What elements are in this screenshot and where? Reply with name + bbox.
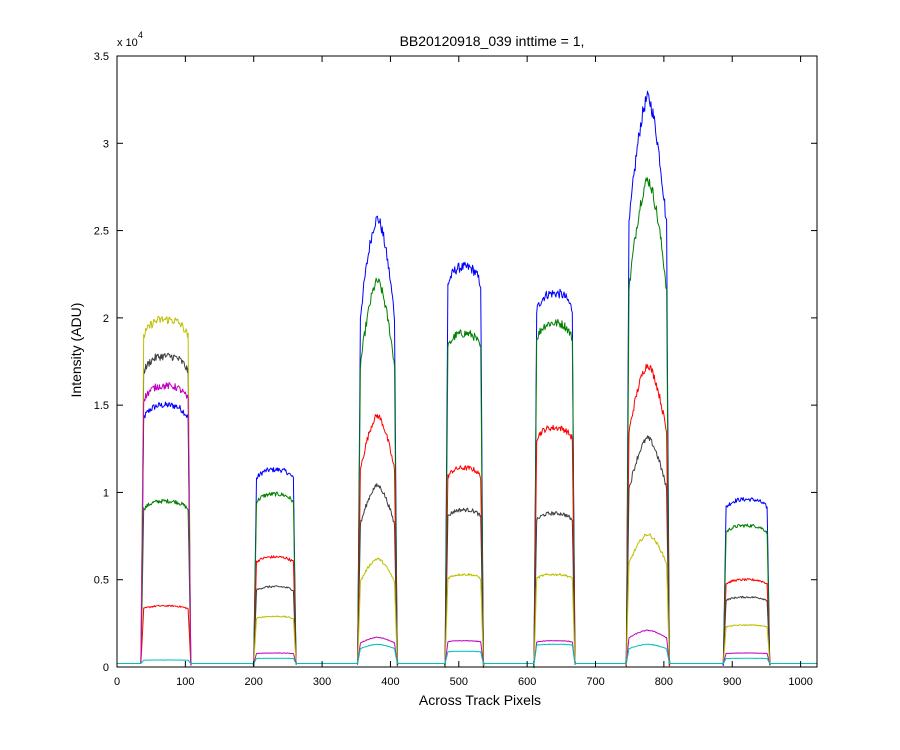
y-tick-label: 0 [103,662,109,674]
chart-title: BB20120918_039 inttime = 1, [400,33,585,49]
y-tick-label: 3 [103,138,109,150]
y-tick-label: 2.5 [94,226,109,238]
y-tick-label: 1 [103,487,109,499]
x-tick-label: 700 [586,676,604,688]
ticks-layer: 0 100 200 300 400 500 600 700 800 900 1000 0 0.5 1 1.5… [94,51,817,688]
x-tick-label: 300 [313,676,331,688]
y-tick-label: 3.5 [94,51,109,63]
x-tick-label: 100 [176,676,194,688]
y-tick-label: 2 [103,313,109,325]
plot-area [117,56,817,667]
x-tick-label: 400 [381,676,399,688]
x-tick-label: 200 [245,676,263,688]
x-axis-label: Across Track Pixels [419,692,541,708]
x-tick-label: 1000 [788,676,812,688]
y-exponent-base: x 10 [117,37,138,49]
y-tick-label: 0.5 [94,575,109,587]
x-tick-label: 900 [723,676,741,688]
y-axis-label: Intensity (ADU) [68,303,84,398]
series-layer [117,90,817,669]
x-tick-label: 800 [655,676,673,688]
y-tick-label: 1.5 [94,400,109,412]
x-tick-label: 500 [450,676,468,688]
series-line-7 [117,643,817,665]
x-tick-label: 600 [518,676,536,688]
plot-frame [116,55,818,668]
y-exponent-power: 4 [138,30,143,40]
x-tick-label: 0 [114,676,120,688]
